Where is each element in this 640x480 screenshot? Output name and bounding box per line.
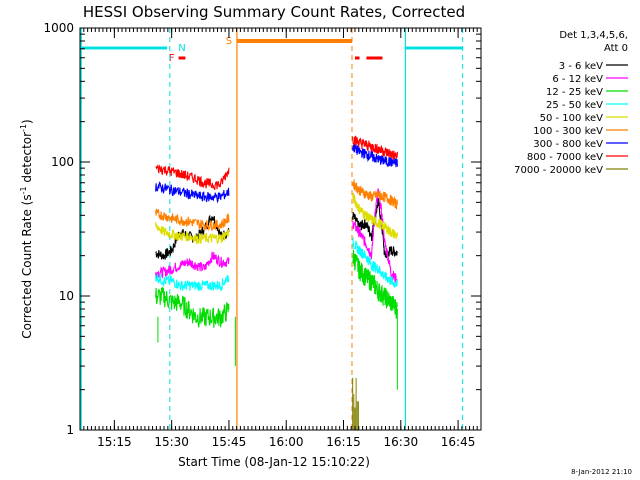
x-tick-label: 15:30 (154, 435, 189, 449)
y-axis-label-sup1: -1 (19, 186, 28, 194)
y-axis-label-main: Corrected Count Rate (s (20, 194, 34, 338)
y-tick-label: 100 (51, 155, 74, 169)
x-tick-label: 16:45 (441, 435, 476, 449)
y-axis-label-end: ) (20, 119, 34, 124)
x-tick-label: 15:45 (212, 435, 247, 449)
series-line (352, 192, 398, 239)
series-line (352, 135, 398, 160)
series-line (155, 208, 230, 232)
legend-label: 50 - 100 keV (540, 113, 604, 124)
series-line (155, 251, 230, 279)
legend-label: 6 - 12 keV (552, 74, 603, 85)
saa-flag-label: S (226, 36, 232, 47)
x-axis-label: Start Time (08-Jan-12 15:10:22) (178, 455, 370, 469)
legend-header-line1: Det 1,3,4,5,6, (559, 30, 628, 41)
y-axis: 1 10 100 1000 (43, 21, 481, 437)
legend-label: 25 - 50 keV (546, 100, 603, 111)
y-axis-label-mid: detector (20, 132, 34, 187)
x-axis: 15:15 15:30 15:45 16:00 16:15 16:30 16:45 (79, 28, 482, 449)
series-line (155, 273, 230, 292)
series-line (155, 164, 230, 191)
legend-label: 100 - 300 keV (533, 126, 603, 137)
series-line (155, 221, 230, 245)
x-tick-label: 16:30 (384, 435, 419, 449)
series-line (155, 287, 230, 328)
legend-label: 3 - 6 keV (559, 61, 603, 72)
legend-label: 7000 - 20000 keV (514, 165, 603, 176)
series-line (155, 181, 230, 204)
y-axis-label-sup2: -1 (19, 124, 28, 132)
series-line (352, 249, 398, 319)
legend-label: 12 - 25 keV (546, 87, 603, 98)
night-flag-label: N (178, 43, 185, 54)
legend: Det 1,3,4,5,6, Att 0 3 - 6 keV 6 - 12 keV… (514, 30, 628, 176)
y-tick-label: 10 (59, 289, 74, 303)
x-tick-label: 16:15 (326, 435, 361, 449)
plot-frame (79, 27, 482, 431)
y-axis-label: Corrected Count Rate (s-1 detector-1) (19, 119, 34, 338)
legend-label: 800 - 7000 keV (527, 152, 603, 163)
legend-label: 300 - 800 keV (533, 139, 603, 150)
plot-area: FN S (80, 28, 464, 430)
x-tick-label: 15:15 (97, 435, 132, 449)
series-line (352, 143, 398, 168)
footer-date: 8-Jan-2012 21:10 (571, 468, 632, 476)
y-tick-label: 1 (66, 423, 74, 437)
y-tick-label: 1000 (43, 21, 74, 35)
flare-flag-label: F (169, 53, 175, 64)
x-tick-label: 16:00 (269, 435, 304, 449)
series-line (352, 179, 398, 210)
series-line (352, 236, 398, 289)
series-line (155, 214, 230, 260)
chart-title: HESSI Observing Summary Count Rates, Cor… (83, 3, 465, 21)
legend-header-line2: Att 0 (604, 43, 628, 54)
